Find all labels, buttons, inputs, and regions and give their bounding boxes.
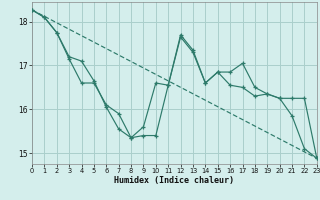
- X-axis label: Humidex (Indice chaleur): Humidex (Indice chaleur): [115, 176, 234, 185]
